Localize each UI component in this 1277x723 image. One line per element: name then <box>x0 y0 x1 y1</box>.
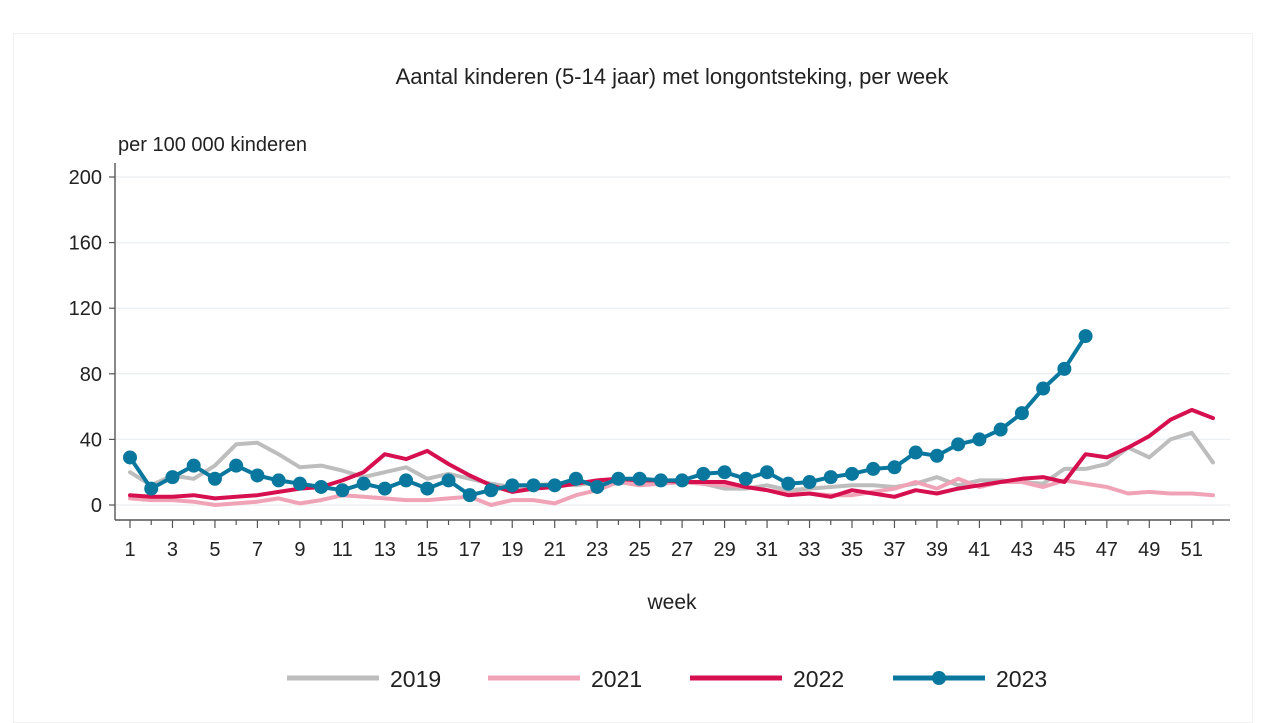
point-2023 <box>802 475 817 490</box>
point-2023 <box>165 470 180 485</box>
axes <box>114 163 1230 521</box>
point-2023 <box>547 478 562 493</box>
x-axis-label: week <box>646 591 697 614</box>
point-2023 <box>866 461 881 476</box>
x-tick-label: 31 <box>756 539 778 561</box>
y-tick-label: 0 <box>91 495 102 517</box>
y-axis-ticks: 0 40 80 120 160 200 <box>69 167 115 517</box>
point-2023 <box>462 488 477 503</box>
point-2023 <box>717 465 732 480</box>
point-2023 <box>972 432 987 447</box>
x-tick-label: 35 <box>841 539 863 561</box>
point-2023 <box>250 468 265 483</box>
point-2023 <box>1078 329 1093 344</box>
legend-item-2021: 2021 <box>488 666 642 692</box>
point-2023 <box>377 481 392 496</box>
point-2023 <box>845 466 859 481</box>
legend-label: 2023 <box>996 666 1047 692</box>
y-tick-label: 200 <box>69 167 102 189</box>
x-tick-label: 19 <box>501 539 523 561</box>
point-2023 <box>632 471 647 486</box>
legend-label: 2019 <box>390 666 441 692</box>
x-tick-label: 7 <box>252 539 263 561</box>
x-tick-label: 37 <box>883 539 905 561</box>
x-tick-label: 43 <box>1011 539 1033 561</box>
point-2023 <box>505 478 520 493</box>
chart-title: Aantal kinderen (5-14 jaar) met longonts… <box>396 64 950 89</box>
x-tick-label: 17 <box>459 539 481 561</box>
chart-frame <box>13 33 1253 723</box>
point-2023 <box>420 481 435 496</box>
point-2023 <box>1014 406 1029 421</box>
point-2023 <box>929 448 944 463</box>
point-2023 <box>993 422 1008 437</box>
point-2023 <box>207 471 222 486</box>
point-2023 <box>738 471 753 486</box>
point-2023 <box>229 458 244 473</box>
x-tick-label: 9 <box>294 539 305 561</box>
point-2023 <box>611 471 626 486</box>
point-2023 <box>144 481 159 496</box>
legend: 2019 2021 2022 2023 <box>287 666 1047 692</box>
point-2023 <box>399 473 414 488</box>
x-tick-label: 27 <box>671 539 693 561</box>
point-2023 <box>908 445 923 460</box>
point-2023 <box>653 473 668 488</box>
point-2023 <box>781 476 796 491</box>
point-2023 <box>314 479 329 494</box>
x-tick-label: 33 <box>798 539 820 561</box>
legend-item-2019: 2019 <box>287 666 441 692</box>
legend-marker <box>932 671 946 685</box>
point-2023 <box>1057 361 1072 376</box>
x-tick-label: 1 <box>124 539 135 561</box>
point-2023 <box>526 478 541 493</box>
x-tick-label: 29 <box>713 539 735 561</box>
x-tick-label: 11 <box>332 539 353 561</box>
legend-item-2022: 2022 <box>690 666 844 692</box>
line-2023 <box>128 334 1088 498</box>
point-2023 <box>441 473 456 488</box>
x-tick-label: 47 <box>1096 539 1118 561</box>
point-2023 <box>356 476 371 491</box>
series-group <box>123 329 1215 507</box>
legend-item-2023: 2023 <box>893 666 1047 692</box>
point-2023 <box>951 437 966 452</box>
y-tick-label: 80 <box>80 364 102 386</box>
point-2023 <box>335 483 350 498</box>
y-tick-label: 40 <box>80 429 102 451</box>
point-2023 <box>1036 381 1051 396</box>
x-tick-label: 13 <box>374 539 396 561</box>
point-2023 <box>568 471 583 486</box>
x-axis-ticks: 1 3 5 7 9 11 13 15 17 19 21 23 25 27 29 31 33 35 37 39 41 43 4… <box>124 520 1214 561</box>
x-tick-label: 5 <box>209 539 220 561</box>
series-2023 <box>123 329 1093 503</box>
y-tick-label: 160 <box>69 233 102 255</box>
point-2023 <box>123 450 137 465</box>
point-2023 <box>823 470 838 485</box>
x-tick-label: 15 <box>416 539 438 561</box>
point-2023 <box>590 479 605 494</box>
point-2023 <box>675 473 690 488</box>
legend-label: 2022 <box>793 666 844 692</box>
x-tick-label: 49 <box>1138 539 1160 561</box>
y-tick-label: 120 <box>69 298 102 320</box>
point-2023 <box>271 473 286 488</box>
x-tick-label: 41 <box>968 539 990 561</box>
point-2023 <box>696 466 711 481</box>
y-axis-label: per 100 000 kinderen <box>118 134 307 156</box>
x-tick-label: 25 <box>629 539 651 561</box>
x-tick-label: 39 <box>926 539 948 561</box>
point-2023 <box>186 458 201 473</box>
x-tick-label: 23 <box>586 539 608 561</box>
point-2023 <box>292 476 307 491</box>
point-2023 <box>760 465 775 480</box>
point-2023 <box>887 460 902 475</box>
legend-label: 2021 <box>591 666 642 692</box>
x-tick-label: 21 <box>544 539 566 561</box>
point-2023 <box>484 483 498 498</box>
x-tick-label: 3 <box>167 539 178 561</box>
x-tick-label: 51 <box>1181 539 1203 561</box>
x-tick-label: 45 <box>1053 539 1075 561</box>
